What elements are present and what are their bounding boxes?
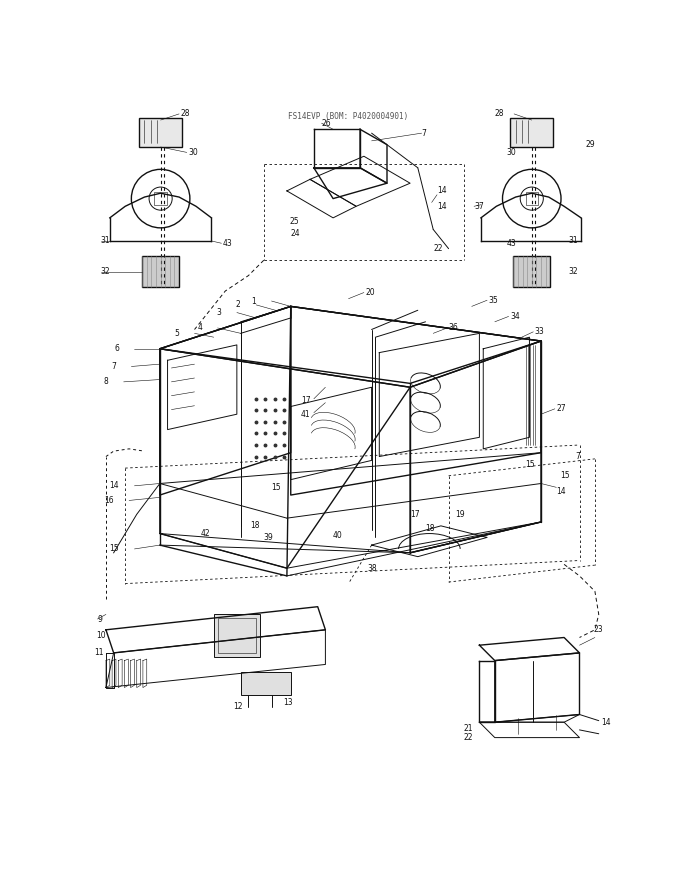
Text: 19: 19 (455, 510, 464, 519)
Text: 11: 11 (95, 649, 104, 658)
Text: 34: 34 (510, 312, 520, 321)
Text: 36: 36 (449, 323, 458, 333)
Text: 23: 23 (594, 626, 603, 635)
Text: 14: 14 (109, 481, 119, 490)
Text: 32: 32 (568, 267, 577, 276)
Text: 25: 25 (289, 217, 299, 227)
Text: 18: 18 (426, 524, 435, 533)
Text: 12: 12 (233, 703, 243, 712)
Bar (139, 118, 182, 147)
Text: 31: 31 (101, 236, 110, 245)
Text: 2: 2 (236, 300, 241, 310)
Text: 14: 14 (437, 187, 447, 196)
Text: 28: 28 (495, 109, 505, 118)
Text: 30: 30 (507, 148, 516, 157)
Text: 35: 35 (489, 296, 498, 304)
Text: 14: 14 (437, 202, 447, 211)
Text: 7: 7 (111, 362, 116, 371)
Bar (510, 118, 554, 147)
Text: 17: 17 (301, 396, 310, 404)
Text: 13: 13 (283, 698, 292, 707)
Bar (526, 192, 538, 204)
Text: 7: 7 (422, 128, 426, 138)
Text: 18: 18 (250, 521, 260, 530)
Text: 30: 30 (188, 148, 198, 157)
Text: 29: 29 (585, 140, 595, 150)
Text: 33: 33 (535, 327, 545, 336)
Text: FS14EVP (BOM: P4020004901): FS14EVP (BOM: P4020004901) (288, 112, 409, 121)
Text: 15: 15 (271, 483, 281, 492)
Text: 39: 39 (264, 533, 273, 542)
Text: 22: 22 (464, 733, 473, 743)
Text: 24: 24 (291, 228, 301, 238)
Bar (513, 257, 550, 287)
Bar (241, 672, 291, 696)
Bar (154, 192, 167, 204)
Text: 15: 15 (526, 459, 535, 469)
Text: 38: 38 (368, 564, 377, 573)
Text: 14: 14 (601, 718, 611, 727)
Bar (214, 614, 260, 657)
Text: 41: 41 (301, 410, 310, 419)
Text: 7: 7 (576, 452, 581, 461)
Text: 37: 37 (474, 202, 483, 211)
Text: 43: 43 (507, 239, 516, 248)
Text: 17: 17 (410, 510, 420, 519)
Text: 28: 28 (181, 109, 190, 118)
Text: 6: 6 (114, 344, 119, 353)
Text: 21: 21 (464, 724, 473, 733)
Text: 42: 42 (201, 529, 210, 538)
Bar (218, 619, 256, 653)
Text: 31: 31 (568, 236, 577, 245)
Text: 5: 5 (174, 329, 179, 338)
Text: 10: 10 (96, 632, 105, 641)
Text: 32: 32 (101, 267, 110, 276)
Text: 1: 1 (252, 296, 256, 305)
Text: 27: 27 (556, 404, 566, 413)
Text: 4: 4 (197, 323, 202, 333)
Text: 26: 26 (322, 119, 331, 127)
Text: 15: 15 (560, 472, 570, 481)
Bar (142, 257, 179, 287)
Text: 43: 43 (223, 239, 233, 248)
Text: 8: 8 (103, 377, 108, 387)
Text: 14: 14 (556, 487, 566, 496)
Text: 15: 15 (109, 544, 119, 553)
Text: 3: 3 (216, 308, 222, 317)
Text: 16: 16 (104, 496, 114, 505)
Text: 40: 40 (333, 531, 343, 541)
Text: 20: 20 (365, 288, 375, 297)
Text: 9: 9 (97, 614, 103, 624)
Text: 22: 22 (433, 244, 443, 253)
